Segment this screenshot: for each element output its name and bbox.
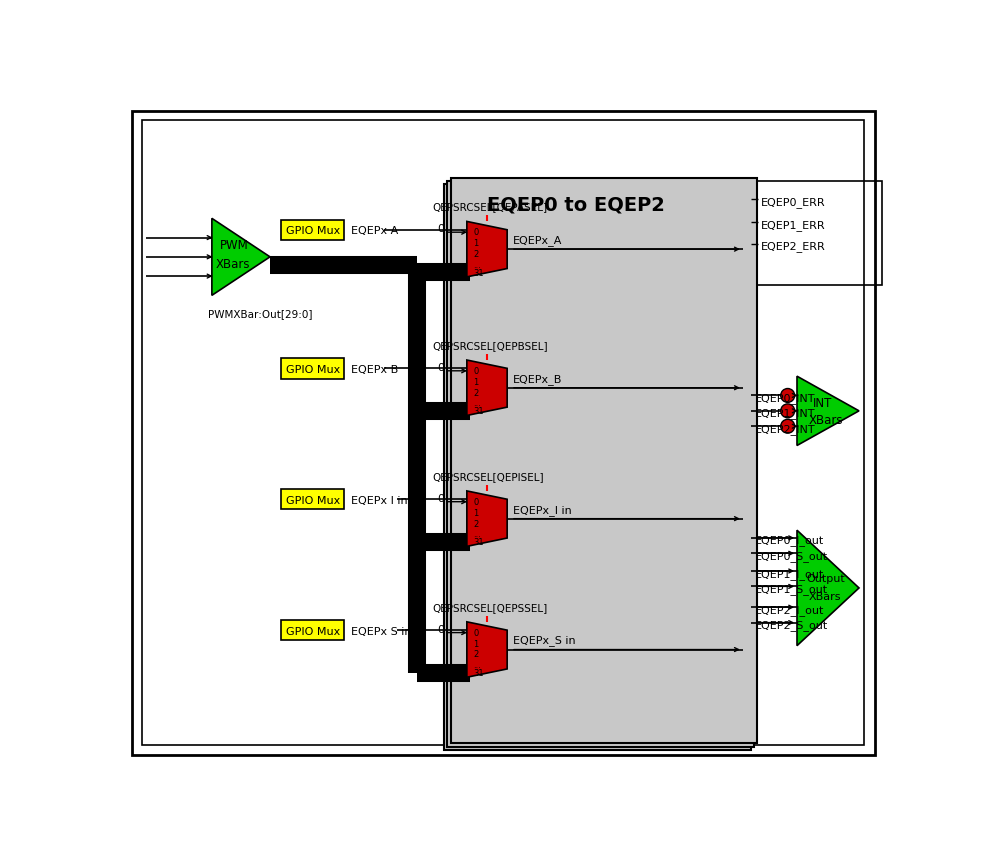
Text: EQEP1_I_out: EQEP1_I_out (754, 569, 824, 579)
Text: EQEPx I in: EQEPx I in (351, 496, 408, 506)
Polygon shape (466, 622, 507, 677)
Text: 1: 1 (473, 378, 478, 387)
Bar (281, 358, 345, 379)
Polygon shape (466, 221, 507, 277)
Bar (281, 489, 345, 509)
Circle shape (781, 404, 794, 417)
Text: QEPSRCSEL[QEPSSEL]: QEPSRCSEL[QEPSSEL] (433, 603, 548, 613)
Text: EQEP1_S_out: EQEP1_S_out (754, 584, 828, 595)
Text: ...: ... (473, 530, 481, 539)
Text: EQEP0_S_out: EQEP0_S_out (754, 551, 828, 562)
Text: EQEP2_INT: EQEP2_INT (754, 424, 815, 434)
Text: 1: 1 (473, 239, 478, 249)
Text: 0: 0 (437, 625, 445, 634)
Text: EQEPx_B: EQEPx_B (514, 374, 563, 385)
Text: EQEP0_ERR: EQEP0_ERR (761, 197, 825, 207)
Text: 2: 2 (473, 250, 478, 259)
Text: EQEPx_A: EQEPx_A (514, 235, 563, 246)
Text: EQEP1_ERR: EQEP1_ERR (761, 219, 825, 231)
Text: Output: Output (806, 573, 846, 584)
Text: QEPSRCSEL[QEPISEL]: QEPSRCSEL[QEPISEL] (433, 472, 544, 482)
Text: 0: 0 (473, 229, 478, 237)
Text: EQEP2_ERR: EQEP2_ERR (761, 242, 825, 252)
Text: QEPSRCSEL[QEPASEL]: QEPSRCSEL[QEPASEL] (433, 202, 548, 213)
Bar (281, 220, 345, 240)
Text: EQEP1_INT: EQEP1_INT (754, 409, 815, 419)
Polygon shape (797, 530, 859, 645)
Text: 31: 31 (473, 669, 484, 678)
Text: GPIO Mux: GPIO Mux (286, 496, 340, 506)
Circle shape (781, 419, 794, 433)
Text: INT: INT (812, 397, 832, 410)
Bar (451, 177, 757, 744)
Polygon shape (797, 376, 859, 446)
Text: XBars: XBars (216, 258, 250, 271)
Text: EQEPx_I in: EQEPx_I in (514, 505, 573, 516)
Text: 31: 31 (473, 407, 484, 417)
Text: 0: 0 (437, 225, 445, 234)
Bar (445, 183, 750, 750)
Text: ...: ... (473, 261, 481, 270)
Text: QEPSRCSEL[QEPBSEL]: QEPSRCSEL[QEPBSEL] (433, 341, 548, 351)
Polygon shape (466, 360, 507, 416)
Text: EQEP0 to EQEP2: EQEP0 to EQEP2 (487, 195, 665, 215)
Text: ...: ... (473, 662, 481, 670)
Text: EQEPx A: EQEPx A (351, 226, 398, 237)
Polygon shape (212, 219, 270, 296)
Text: 2: 2 (473, 519, 478, 529)
Text: 0: 0 (473, 367, 478, 376)
Text: 0: 0 (473, 629, 478, 638)
Text: ...: ... (473, 399, 481, 409)
Text: EQEPx S in: EQEPx S in (351, 626, 411, 637)
Text: EQEP2_S_out: EQEP2_S_out (754, 620, 828, 631)
Text: PWMXBar:Out[29:0]: PWMXBar:Out[29:0] (208, 309, 312, 319)
Text: 1: 1 (473, 509, 478, 518)
Text: EQEP2_I_out: EQEP2_I_out (754, 605, 824, 615)
Bar (448, 181, 753, 746)
Text: 2: 2 (473, 388, 478, 398)
Text: EQEP0_I_out: EQEP0_I_out (754, 536, 824, 547)
Text: 31: 31 (473, 268, 484, 278)
Text: EQEP0_INT: EQEP0_INT (754, 393, 815, 404)
Text: 0: 0 (437, 363, 445, 373)
Text: 0: 0 (437, 494, 445, 504)
Text: GPIO Mux: GPIO Mux (286, 626, 340, 637)
Text: 0: 0 (473, 498, 478, 507)
Polygon shape (466, 491, 507, 547)
Text: XBars: XBars (808, 414, 844, 427)
Bar (754, 181, 882, 285)
Bar (281, 620, 345, 640)
Text: 2: 2 (473, 650, 478, 659)
Circle shape (781, 388, 794, 403)
Text: PWM: PWM (220, 239, 248, 252)
Text: GPIO Mux: GPIO Mux (286, 365, 340, 375)
Text: XBars: XBars (808, 592, 842, 602)
Text: 31: 31 (473, 538, 484, 547)
Text: EQEPx_S in: EQEPx_S in (514, 636, 576, 646)
Text: EQEPx B: EQEPx B (351, 365, 398, 375)
Text: 1: 1 (473, 639, 478, 649)
Text: GPIO Mux: GPIO Mux (286, 226, 340, 237)
